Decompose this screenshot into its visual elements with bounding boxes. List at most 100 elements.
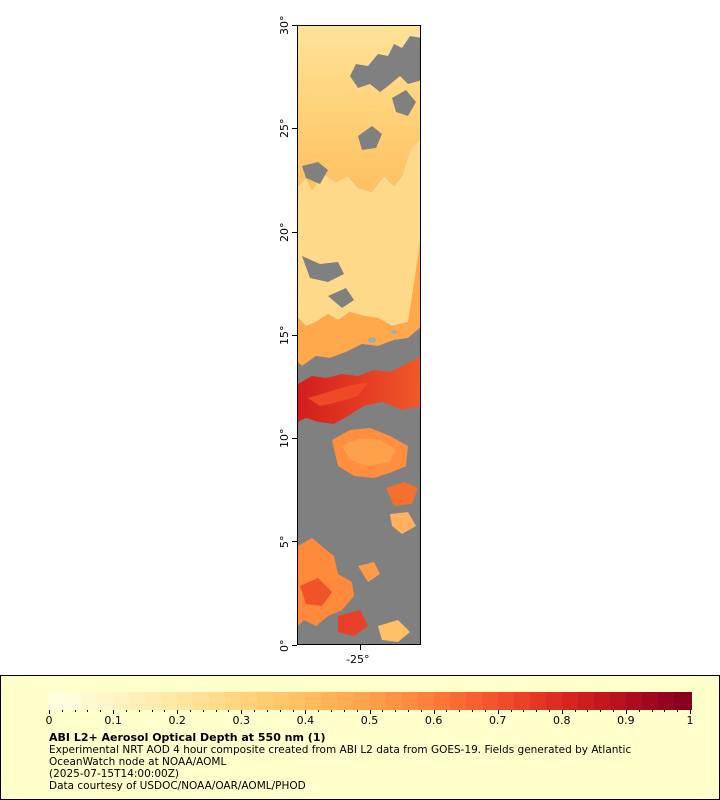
colorbar-segment <box>433 692 452 710</box>
colorbar-segment <box>273 692 292 710</box>
colorbar-tick-label: 0.8 <box>553 714 571 727</box>
colorbar-segment <box>369 692 388 710</box>
colorbar-segment <box>529 692 548 710</box>
colorbar-segment <box>657 692 676 710</box>
colorbar-segment <box>625 692 644 710</box>
colorbar-minor-tick <box>87 710 89 712</box>
colorbar-minor-tick <box>459 710 461 712</box>
colorbar-minor-tick <box>420 710 422 712</box>
colorbar-minor-tick <box>202 710 204 712</box>
lat-label-20: 20° <box>278 222 291 243</box>
colorbar-segment <box>385 692 404 710</box>
colorbar-minor-tick <box>510 710 512 712</box>
colorbar-minor-tick <box>638 710 640 712</box>
lat-tick-20 <box>292 232 297 233</box>
legend-description-line2: OceanWatch node at NOAA/AOML <box>49 756 227 768</box>
colorbar-segment <box>449 692 468 710</box>
colorbar-tick-label: 0.7 <box>488 714 507 727</box>
colorbar-segment <box>321 692 340 710</box>
colorbar-major-tick <box>177 710 179 714</box>
colorbar-segment <box>497 692 516 710</box>
colorbar-minor-tick <box>138 710 140 712</box>
lat-label-30: 30° <box>278 15 291 36</box>
colorbar-major-tick <box>690 710 691 714</box>
legend-timestamp: (2025-07-15T14:00:00Z) <box>49 768 179 780</box>
colorbar <box>49 692 692 710</box>
colorbar-minor-tick <box>190 710 192 712</box>
lat-tick-25 <box>292 128 297 129</box>
colorbar-minor-tick <box>356 710 358 712</box>
colorbar-segment <box>481 692 500 710</box>
colorbar-segment <box>513 692 532 710</box>
lat-label-0: 0° <box>278 639 291 653</box>
colorbar-tick-label: 0.3 <box>232 714 251 727</box>
colorbar-minor-tick <box>548 710 550 712</box>
colorbar-minor-tick <box>472 710 474 712</box>
colorbar-segment <box>49 692 67 710</box>
colorbar-minor-tick <box>484 710 486 712</box>
colorbar-segment <box>81 692 100 710</box>
lon-tick-minus25 <box>360 645 361 650</box>
colorbar-segment <box>97 692 116 710</box>
colorbar-segment <box>225 692 244 710</box>
colorbar-major-tick <box>497 710 499 714</box>
aod-map <box>297 25 421 645</box>
lat-tick-30 <box>292 25 297 26</box>
colorbar-minor-tick <box>74 710 76 712</box>
colorbar-minor-tick <box>536 710 538 712</box>
colorbar-segment <box>193 692 212 710</box>
colorbar-minor-tick <box>446 710 448 712</box>
colorbar-segment <box>161 692 180 710</box>
colorbar-segment <box>641 692 660 710</box>
colorbar-minor-tick <box>343 710 345 712</box>
lon-label-minus25: -25° <box>346 653 370 666</box>
colorbar-segment <box>577 692 596 710</box>
colorbar-minor-tick <box>382 710 384 712</box>
lat-label-15: 15° <box>278 325 291 346</box>
colorbar-minor-tick <box>677 710 679 712</box>
colorbar-major-tick <box>433 710 435 714</box>
colorbar-major-tick <box>241 710 243 714</box>
colorbar-tick-label: 0.9 <box>617 714 635 727</box>
colorbar-minor-tick <box>587 710 589 712</box>
colorbar-tick-label: 0.4 <box>296 714 315 727</box>
colorbar-tick-label: 0.2 <box>168 714 186 727</box>
colorbar-minor-tick <box>254 710 256 712</box>
colorbar-major-tick <box>369 710 371 714</box>
colorbar-minor-tick <box>292 710 294 712</box>
colorbar-minor-tick <box>395 710 397 712</box>
colorbar-segment <box>337 692 356 710</box>
colorbar-minor-tick <box>600 710 602 712</box>
colorbar-segment <box>209 692 228 710</box>
colorbar-segment <box>545 692 564 710</box>
colorbar-minor-tick <box>523 710 525 712</box>
lat-tick-0 <box>292 645 297 646</box>
colorbar-minor-tick <box>331 710 333 712</box>
colorbar-minor-tick <box>318 710 320 712</box>
colorbar-tick-label: 0 <box>45 714 53 727</box>
legend-panel: 0 0.1 0.2 0.3 0.4 0.5 0.6 0.7 0.8 0.9 1 ABI L2+ Ae… <box>0 675 720 800</box>
colorbar-tick-label: 1 <box>686 714 694 727</box>
colorbar-minor-tick <box>407 710 409 712</box>
colorbar-segment <box>65 692 84 710</box>
colorbar-minor-tick <box>100 710 102 712</box>
colorbar-segment <box>113 692 132 710</box>
colorbar-minor-tick <box>151 710 153 712</box>
colorbar-major-tick <box>561 710 563 714</box>
colorbar-segment <box>401 692 420 710</box>
colorbar-minor-tick <box>266 710 268 712</box>
colorbar-segment <box>609 692 628 710</box>
lat-label-25: 25° <box>278 118 291 139</box>
colorbar-minor-tick <box>228 710 230 712</box>
colorbar-segment <box>177 692 196 710</box>
colorbar-segment <box>561 692 580 710</box>
aod-field <box>298 26 420 644</box>
colorbar-minor-tick <box>574 710 576 712</box>
colorbar-tick-label: 0.5 <box>360 714 379 727</box>
legend-credit: Data courtesy of USDOC/NOAA/OAR/AOML/PHO… <box>49 780 306 792</box>
colorbar-segment <box>257 692 276 710</box>
colorbar-minor-tick <box>651 710 653 712</box>
lat-label-5: 5° <box>278 535 291 549</box>
colorbar-minor-tick <box>279 710 281 712</box>
colorbar-segment <box>417 692 436 710</box>
